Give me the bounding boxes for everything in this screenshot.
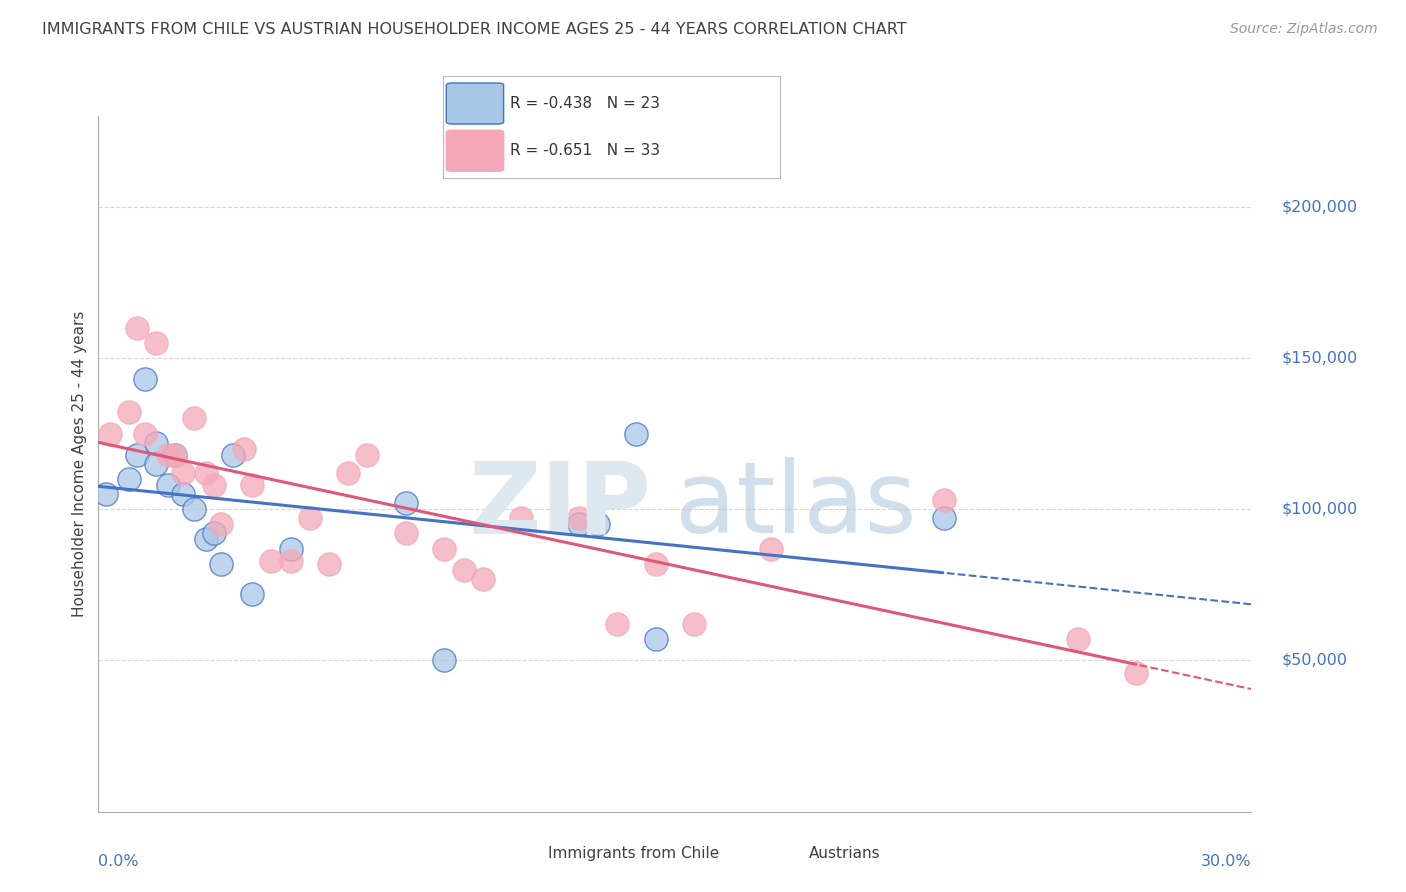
Point <box>932 493 955 508</box>
Point <box>145 457 167 471</box>
Point <box>395 526 418 541</box>
Point <box>165 448 187 462</box>
Text: Source: ZipAtlas.com: Source: ZipAtlas.com <box>1230 22 1378 37</box>
Point <box>606 617 628 632</box>
Point <box>209 557 232 571</box>
Point <box>165 448 187 462</box>
Point <box>125 320 148 334</box>
Point <box>98 426 121 441</box>
Point <box>280 541 302 556</box>
Point <box>510 511 533 525</box>
Point <box>209 517 232 532</box>
Point <box>453 563 475 577</box>
Point <box>298 511 321 525</box>
Text: R = -0.438   N = 23: R = -0.438 N = 23 <box>510 96 661 111</box>
Text: IMMIGRANTS FROM CHILE VS AUSTRIAN HOUSEHOLDER INCOME AGES 25 - 44 YEARS CORRELAT: IMMIGRANTS FROM CHILE VS AUSTRIAN HOUSEH… <box>42 22 907 37</box>
Point <box>134 372 156 386</box>
Point <box>233 442 256 456</box>
Point <box>183 411 205 425</box>
Point <box>118 405 141 419</box>
Text: $200,000: $200,000 <box>1282 199 1358 214</box>
Point <box>222 448 245 462</box>
Text: $50,000: $50,000 <box>1282 653 1348 668</box>
Point <box>172 487 194 501</box>
Point <box>125 448 148 462</box>
Point <box>1067 632 1090 647</box>
Text: $150,000: $150,000 <box>1282 351 1358 366</box>
Point <box>202 526 225 541</box>
Point <box>94 487 117 501</box>
Text: atlas: atlas <box>675 457 917 554</box>
Text: $100,000: $100,000 <box>1282 501 1358 516</box>
FancyBboxPatch shape <box>446 130 503 171</box>
Point <box>240 587 263 601</box>
Point <box>932 511 955 525</box>
Point <box>433 653 456 667</box>
Point <box>156 478 179 492</box>
Text: Immigrants from Chile: Immigrants from Chile <box>548 847 720 861</box>
Point <box>356 448 378 462</box>
Point <box>759 541 782 556</box>
Y-axis label: Householder Income Ages 25 - 44 years: Householder Income Ages 25 - 44 years <box>72 310 87 617</box>
Point <box>644 632 666 647</box>
Point <box>118 472 141 486</box>
Text: 0.0%: 0.0% <box>98 854 139 869</box>
Point <box>318 557 340 571</box>
Point <box>260 554 283 568</box>
Point <box>337 466 360 480</box>
Point <box>172 466 194 480</box>
Point <box>202 478 225 492</box>
Text: R = -0.651   N = 33: R = -0.651 N = 33 <box>510 144 661 158</box>
Point <box>134 426 156 441</box>
Point <box>626 426 648 441</box>
Text: Austrians: Austrians <box>808 847 880 861</box>
Text: 30.0%: 30.0% <box>1201 854 1251 869</box>
Point <box>183 502 205 516</box>
Point <box>644 557 666 571</box>
Point <box>568 517 591 532</box>
Point <box>280 554 302 568</box>
Point <box>395 496 418 510</box>
Point <box>683 617 706 632</box>
Point <box>240 478 263 492</box>
Point <box>433 541 456 556</box>
Point <box>471 572 494 586</box>
Point <box>195 533 218 547</box>
Point <box>145 335 167 350</box>
Point <box>1125 665 1147 680</box>
Point <box>568 511 591 525</box>
Point <box>586 517 609 532</box>
FancyBboxPatch shape <box>446 83 503 124</box>
Text: ZIP: ZIP <box>470 457 652 554</box>
Point <box>145 435 167 450</box>
Point <box>195 466 218 480</box>
Point <box>156 448 179 462</box>
